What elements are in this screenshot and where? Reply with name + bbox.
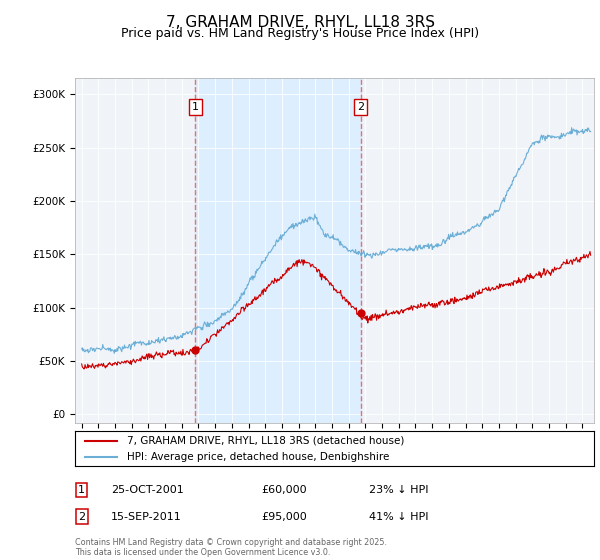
- Text: 7, GRAHAM DRIVE, RHYL, LL18 3RS (detached house): 7, GRAHAM DRIVE, RHYL, LL18 3RS (detache…: [127, 436, 404, 446]
- Text: Contains HM Land Registry data © Crown copyright and database right 2025.
This d: Contains HM Land Registry data © Crown c…: [75, 538, 387, 557]
- Text: 2: 2: [78, 512, 85, 522]
- Text: 1: 1: [192, 102, 199, 112]
- Bar: [196, 78, 361, 423]
- Text: 1: 1: [78, 485, 85, 495]
- Text: £95,000: £95,000: [261, 512, 307, 522]
- Text: HPI: Average price, detached house, Denbighshire: HPI: Average price, detached house, Denb…: [127, 452, 389, 462]
- Text: 41% ↓ HPI: 41% ↓ HPI: [369, 512, 428, 522]
- Text: Price paid vs. HM Land Registry's House Price Index (HPI): Price paid vs. HM Land Registry's House …: [121, 27, 479, 40]
- Text: 7, GRAHAM DRIVE, RHYL, LL18 3RS: 7, GRAHAM DRIVE, RHYL, LL18 3RS: [166, 15, 434, 30]
- Text: 25-OCT-2001: 25-OCT-2001: [111, 485, 184, 495]
- Text: 2: 2: [357, 102, 364, 112]
- Text: £60,000: £60,000: [261, 485, 307, 495]
- Text: 23% ↓ HPI: 23% ↓ HPI: [369, 485, 428, 495]
- Text: 15-SEP-2011: 15-SEP-2011: [111, 512, 182, 522]
